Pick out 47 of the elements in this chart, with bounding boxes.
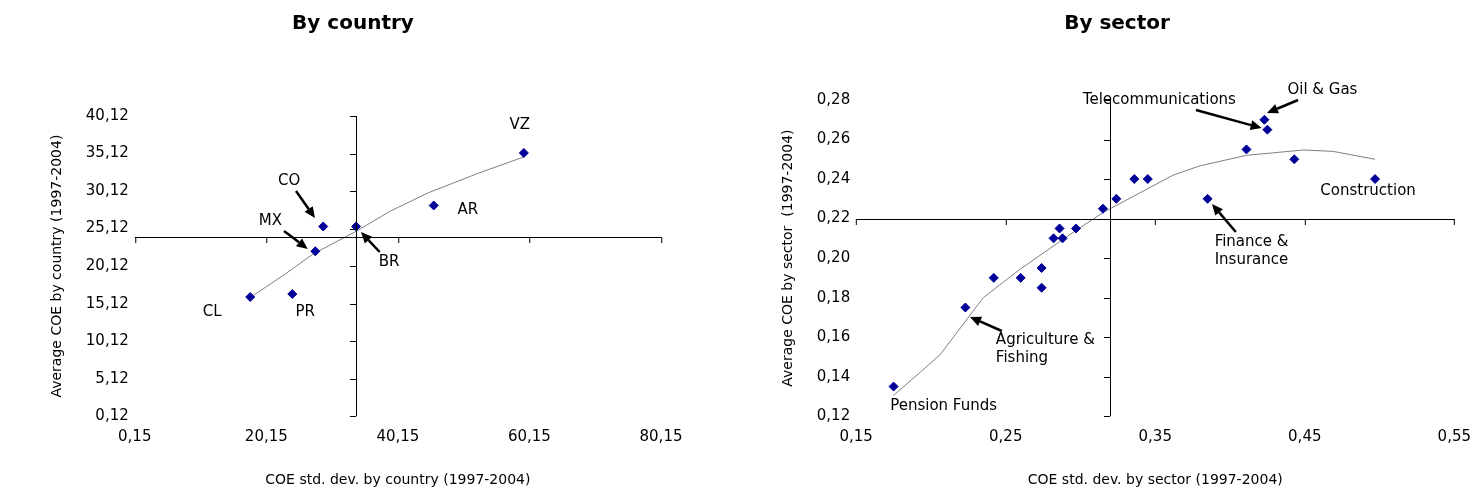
annotation: Telecommunications — [1081, 89, 1237, 108]
y-tick-label: 0,26 — [816, 129, 851, 148]
y-axis-title: Average COE by sector (1997-2004) — [779, 129, 796, 387]
x-tick-label: 80,15 — [639, 427, 683, 446]
y-tick-label: 0,22 — [816, 208, 851, 227]
y-tick-label: 5,12 — [95, 368, 129, 387]
y-tick-label: 15,12 — [85, 293, 129, 312]
y-tick-label: 0,18 — [816, 287, 851, 306]
annotation: Oil & Gas — [1287, 79, 1358, 98]
x-tick-label: 20,15 — [244, 427, 288, 446]
x-tick-label: 40,15 — [376, 427, 420, 446]
chart-title: By sector — [1064, 10, 1170, 35]
y-tick-label: 25,12 — [85, 218, 129, 237]
y-tick-label: 20,12 — [85, 255, 129, 274]
x-tick-label: 0,15 — [839, 427, 873, 446]
y-tick-label: 0,20 — [816, 247, 851, 266]
x-axis-title: COE std. dev. by sector (1997-2004) — [1027, 471, 1283, 488]
x-tick-label: 0,45 — [1288, 427, 1322, 446]
annotation: CO — [278, 171, 301, 190]
x-tick-label: 0,55 — [1437, 427, 1471, 446]
y-axis-title: Average COE by country (1997-2004) — [48, 134, 65, 398]
annotation: AR — [457, 200, 479, 219]
annotation: CL — [202, 301, 223, 320]
annotation: VZ — [509, 114, 531, 133]
x-tick-label: 60,15 — [507, 427, 551, 446]
y-tick-label: 40,12 — [85, 105, 129, 124]
y-tick-label: 0,24 — [816, 168, 851, 187]
y-tick-label: 30,12 — [85, 180, 129, 199]
x-tick-label: 0,35 — [1138, 427, 1172, 446]
y-tick-label: 0,12 — [95, 406, 129, 425]
annotation: Pension Funds — [890, 396, 998, 415]
x-tick-label: 0,25 — [989, 427, 1023, 446]
chart-title: By country — [292, 10, 414, 35]
y-tick-label: 0,14 — [816, 366, 851, 385]
annotation: PR — [295, 301, 316, 320]
y-tick-label: 0,16 — [816, 327, 851, 346]
annotation: MX — [258, 211, 282, 230]
y-tick-label: 0,12 — [816, 406, 851, 425]
x-tick-label: 0,15 — [118, 427, 152, 446]
annotation: Finance & Insurance — [1214, 231, 1289, 268]
annotation: BR — [378, 252, 400, 271]
y-tick-label: 35,12 — [85, 143, 129, 162]
y-tick-label: 0,28 — [816, 89, 851, 108]
annotation: Agriculture & Fishing — [995, 330, 1096, 367]
y-tick-label: 10,12 — [85, 331, 129, 350]
x-axis-title: COE std. dev. by country (1997-2004) — [265, 471, 531, 488]
annotation: Construction — [1320, 180, 1416, 199]
